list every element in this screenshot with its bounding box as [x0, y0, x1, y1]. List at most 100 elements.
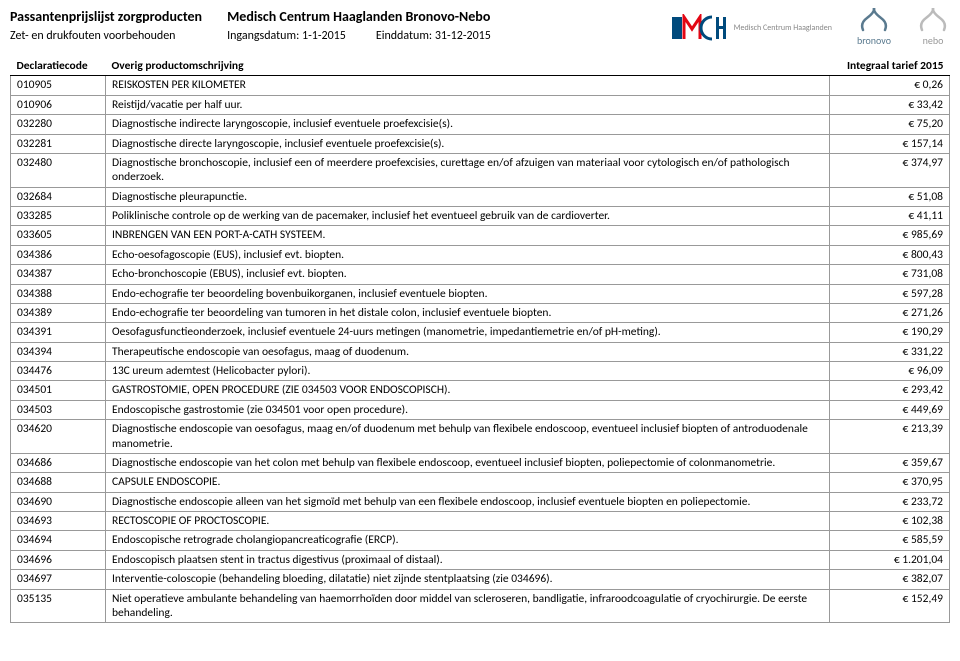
nebo-logo-icon [916, 8, 950, 34]
cell-price: € 374,97 [830, 153, 950, 187]
table-row: 032480Diagnostische bronchoscopie, inclu… [11, 153, 950, 187]
cell-description: Endoscopische retrograde cholangiopancre… [106, 531, 830, 550]
cell-description: REISKOSTEN PER KILOMETER [106, 76, 830, 95]
cell-price: € 190,29 [830, 323, 950, 342]
cell-price: € 331,22 [830, 342, 950, 361]
cell-description: Endo-echografie ter beoordeling bovenbui… [106, 284, 830, 303]
cell-description: RECTOSCOPIE OF PROCTOSCOPIE. [106, 512, 830, 531]
table-row: 034690Diagnostische endoscopie alleen va… [11, 492, 950, 511]
table-row: 035135Niet operatieve ambulante behandel… [11, 589, 950, 623]
cell-description: Endoscopisch plaatsen stent in tractus d… [106, 550, 830, 569]
cell-price: € 800,43 [830, 245, 950, 264]
start-date: Ingangsdatum: 1-1-2015 [227, 29, 346, 43]
cell-description: Endoscopische gastrostomie (zie 034501 v… [106, 400, 830, 419]
col-header-code: Declaratiecode [11, 57, 106, 76]
cell-description: Diagnostische directe laryngoscopie, inc… [106, 134, 830, 153]
cell-description: Echo-bronchoscopie (EBUS), inclusief evt… [106, 265, 830, 284]
nebo-logo: nebo [916, 8, 950, 47]
cell-code: 010905 [11, 76, 106, 95]
cell-description: Niet operatieve ambulante behandeling va… [106, 589, 830, 623]
cell-code: 034387 [11, 265, 106, 284]
cell-code: 034620 [11, 420, 106, 454]
table-row: 03447613C ureum ademtest (Helicobacter p… [11, 362, 950, 381]
cell-price: € 382,07 [830, 570, 950, 589]
cell-price: € 985,69 [830, 226, 950, 245]
col-header-desc: Overig productomschrijving [106, 57, 830, 76]
table-row: 033285Poliklinische controle op de werki… [11, 207, 950, 226]
nebo-logo-text: nebo [923, 34, 944, 47]
cell-code: 034386 [11, 245, 106, 264]
logos-block: Medisch Centrum Haaglanden bronovo nebo [672, 8, 950, 47]
table-row: 034387Echo-bronchoscopie (EBUS), inclusi… [11, 265, 950, 284]
cell-code: 033285 [11, 207, 106, 226]
table-row: 032684Diagnostische pleurapunctie.€ 51,0… [11, 187, 950, 206]
cell-price: € 51,08 [830, 187, 950, 206]
cell-price: € 359,67 [830, 453, 950, 472]
bronovo-logo: bronovo [857, 8, 891, 47]
date-range: Ingangsdatum: 1-1-2015 Einddatum: 31-12-… [227, 29, 491, 43]
cell-description: Oesofagusfunctieonderzoek, inclusief eve… [106, 323, 830, 342]
cell-code: 033605 [11, 226, 106, 245]
table-row: 034696Endoscopisch plaatsen stent in tra… [11, 550, 950, 569]
cell-code: 034388 [11, 284, 106, 303]
cell-code: 035135 [11, 589, 106, 623]
cell-price: € 1.201,04 [830, 550, 950, 569]
mch-logo-text: Medisch Centrum Haaglanden [734, 24, 832, 32]
cell-code: 034694 [11, 531, 106, 550]
cell-description: GASTROSTOMIE, OPEN PROCEDURE (ZIE 034503… [106, 381, 830, 400]
bronovo-logo-icon [857, 8, 891, 34]
table-body: 010905REISKOSTEN PER KILOMETER€ 0,26 0109… [11, 76, 950, 623]
mch-logo-icon [672, 14, 728, 42]
cell-price: € 96,09 [830, 362, 950, 381]
cell-code: 010906 [11, 95, 106, 114]
cell-description: Diagnostische bronchoscopie, inclusief e… [106, 153, 830, 187]
doc-title: Passantenprijslijst zorgproducten [10, 8, 202, 25]
mch-logo: Medisch Centrum Haaglanden [672, 14, 832, 42]
cell-description: Diagnostische pleurapunctie. [106, 187, 830, 206]
cell-code: 032281 [11, 134, 106, 153]
table-row: 034394Therapeutische endoscopie van oeso… [11, 342, 950, 361]
cell-price: € 585,59 [830, 531, 950, 550]
table-header-row: Declaratiecode Overig productomschrijvin… [11, 57, 950, 76]
table-row: 034391Oesofagusfunctieonderzoek, inclusi… [11, 323, 950, 342]
cell-code: 034693 [11, 512, 106, 531]
cell-price: € 0,26 [830, 76, 950, 95]
cell-code: 034389 [11, 303, 106, 322]
table-row: 034693RECTOSCOPIE OF PROCTOSCOPIE.€ 102,… [11, 512, 950, 531]
cell-code: 032684 [11, 187, 106, 206]
cell-price: € 157,14 [830, 134, 950, 153]
table-row: 034688CAPSULE ENDOSCOPIE.€ 370,95 [11, 473, 950, 492]
table-row: 034503Endoscopische gastrostomie (zie 03… [11, 400, 950, 419]
cell-description: Diagnostische indirecte laryngoscopie, i… [106, 115, 830, 134]
table-row: 032280Diagnostische indirecte laryngosco… [11, 115, 950, 134]
cell-code: 034696 [11, 550, 106, 569]
page-container: Passantenprijslijst zorgproducten Zet- e… [0, 0, 960, 631]
table-row: 034694Endoscopische retrograde cholangio… [11, 531, 950, 550]
cell-price: € 233,72 [830, 492, 950, 511]
cell-price: € 41,11 [830, 207, 950, 226]
cell-price: € 370,95 [830, 473, 950, 492]
table-row: 034386Echo-oesofagoscopie (EUS), inclusi… [11, 245, 950, 264]
table-row: 034620Diagnostische endoscopie van oesof… [11, 420, 950, 454]
cell-description: INBRENGEN VAN EEN PORT-A-CATH SYSTEEM. [106, 226, 830, 245]
cell-description: CAPSULE ENDOSCOPIE. [106, 473, 830, 492]
document-header: Passantenprijslijst zorgproducten Zet- e… [10, 8, 950, 47]
table-row: 034686Diagnostische endoscopie van het c… [11, 453, 950, 472]
header-left-block: Passantenprijslijst zorgproducten Zet- e… [10, 8, 202, 43]
cell-code: 034690 [11, 492, 106, 511]
table-row: 033605INBRENGEN VAN EEN PORT-A-CATH SYST… [11, 226, 950, 245]
cell-price: € 731,08 [830, 265, 950, 284]
cell-price: € 213,39 [830, 420, 950, 454]
cell-description: Therapeutische endoscopie van oesofagus,… [106, 342, 830, 361]
cell-price: € 271,26 [830, 303, 950, 322]
table-row: 034697Interventie-coloscopie (behandelin… [11, 570, 950, 589]
cell-price: € 33,42 [830, 95, 950, 114]
table-row: 034389Endo-echografie ter beoordeling va… [11, 303, 950, 322]
cell-description: Poliklinische controle op de werking van… [106, 207, 830, 226]
bronovo-logo-text: bronovo [857, 34, 891, 47]
cell-description: Reistijd/vacatie per half uur. [106, 95, 830, 114]
cell-description: 13C ureum ademtest (Helicobacter pylori)… [106, 362, 830, 381]
cell-code: 034391 [11, 323, 106, 342]
cell-price: € 102,38 [830, 512, 950, 531]
cell-price: € 75,20 [830, 115, 950, 134]
